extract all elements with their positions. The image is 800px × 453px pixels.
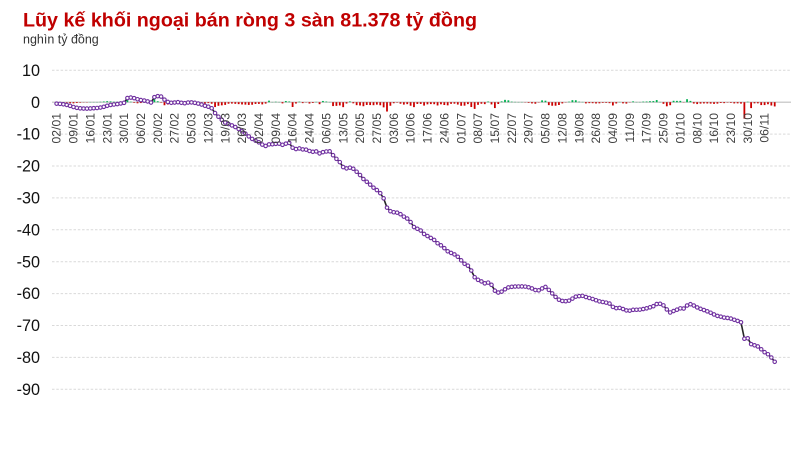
- svg-text:30/10: 30/10: [741, 113, 755, 144]
- svg-text:30/01: 30/01: [117, 113, 131, 144]
- svg-text:16/01: 16/01: [83, 113, 97, 144]
- svg-text:0: 0: [31, 94, 40, 112]
- svg-text:29/07: 29/07: [522, 113, 536, 144]
- svg-text:Lũy kế khối ngoại bán ròng 3 s: Lũy kế khối ngoại bán ròng 3 sàn 81.378 …: [23, 10, 477, 32]
- svg-text:15/07: 15/07: [488, 113, 502, 144]
- svg-text:06/02: 06/02: [134, 113, 148, 144]
- svg-text:08/10: 08/10: [690, 113, 704, 144]
- svg-text:20/02: 20/02: [151, 113, 165, 144]
- svg-text:-80: -80: [17, 349, 40, 367]
- svg-text:16/04: 16/04: [286, 113, 300, 144]
- svg-text:25/09: 25/09: [657, 113, 671, 144]
- svg-text:12/08: 12/08: [555, 113, 569, 144]
- svg-text:16/10: 16/10: [707, 113, 721, 144]
- svg-text:24/06: 24/06: [437, 113, 451, 144]
- svg-text:-70: -70: [17, 317, 40, 335]
- svg-text:26/03: 26/03: [235, 113, 249, 144]
- svg-text:06/05: 06/05: [319, 113, 333, 144]
- svg-text:23/01: 23/01: [100, 113, 114, 144]
- svg-text:24/04: 24/04: [303, 113, 317, 144]
- svg-text:19/03: 19/03: [218, 113, 232, 144]
- svg-text:10/06: 10/06: [404, 113, 418, 144]
- svg-text:-20: -20: [17, 158, 40, 176]
- svg-text:12/03: 12/03: [201, 113, 215, 144]
- svg-text:17/06: 17/06: [421, 113, 435, 144]
- svg-text:13/05: 13/05: [336, 113, 350, 144]
- svg-text:-10: -10: [17, 126, 40, 144]
- svg-text:01/10: 01/10: [673, 113, 687, 144]
- svg-text:26/08: 26/08: [589, 113, 603, 144]
- svg-text:-50: -50: [17, 253, 40, 271]
- svg-text:-60: -60: [17, 285, 40, 303]
- svg-text:02/04: 02/04: [252, 113, 266, 144]
- svg-text:17/09: 17/09: [640, 113, 654, 144]
- svg-text:04/09: 04/09: [606, 113, 620, 144]
- svg-text:06/11: 06/11: [758, 113, 772, 143]
- svg-text:09/01: 09/01: [67, 113, 81, 144]
- svg-text:01/07: 01/07: [454, 113, 468, 144]
- svg-text:nghìn tỷ đồng: nghìn tỷ đồng: [23, 33, 99, 47]
- svg-text:03/06: 03/06: [387, 113, 401, 144]
- svg-text:20/05: 20/05: [353, 113, 367, 144]
- svg-text:-90: -90: [17, 381, 40, 399]
- svg-text:-30: -30: [17, 190, 40, 208]
- svg-text:05/08: 05/08: [539, 113, 553, 144]
- svg-text:10: 10: [22, 62, 40, 80]
- svg-text:11/09: 11/09: [623, 113, 637, 143]
- svg-text:23/10: 23/10: [724, 113, 738, 144]
- svg-text:09/04: 09/04: [269, 113, 283, 144]
- svg-text:27/05: 27/05: [370, 113, 384, 144]
- svg-text:27/02: 27/02: [168, 113, 182, 144]
- svg-text:-40: -40: [17, 221, 40, 239]
- svg-text:05/03: 05/03: [185, 113, 199, 144]
- svg-text:08/07: 08/07: [471, 113, 485, 144]
- svg-text:19/08: 19/08: [572, 113, 586, 144]
- svg-text:02/01: 02/01: [50, 113, 64, 144]
- svg-text:22/07: 22/07: [505, 113, 519, 144]
